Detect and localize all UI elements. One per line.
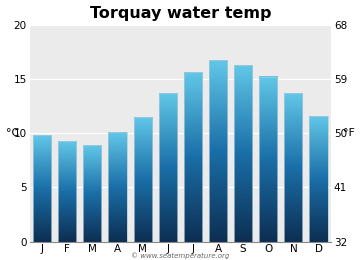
- Bar: [33, 135, 51, 242]
- Bar: [310, 116, 328, 242]
- Bar: [159, 93, 177, 242]
- Bar: [284, 93, 302, 242]
- Bar: [259, 77, 277, 242]
- Bar: [84, 145, 102, 242]
- Text: © www.seatemperature.org: © www.seatemperature.org: [131, 252, 229, 259]
- Bar: [58, 141, 76, 242]
- Bar: [134, 117, 152, 242]
- Title: Torquay water temp: Torquay water temp: [90, 5, 271, 21]
- Bar: [184, 72, 202, 242]
- Y-axis label: °F: °F: [343, 128, 355, 138]
- Bar: [209, 60, 227, 242]
- Bar: [108, 132, 127, 242]
- Bar: [234, 65, 252, 242]
- Y-axis label: °C: °C: [5, 128, 19, 138]
